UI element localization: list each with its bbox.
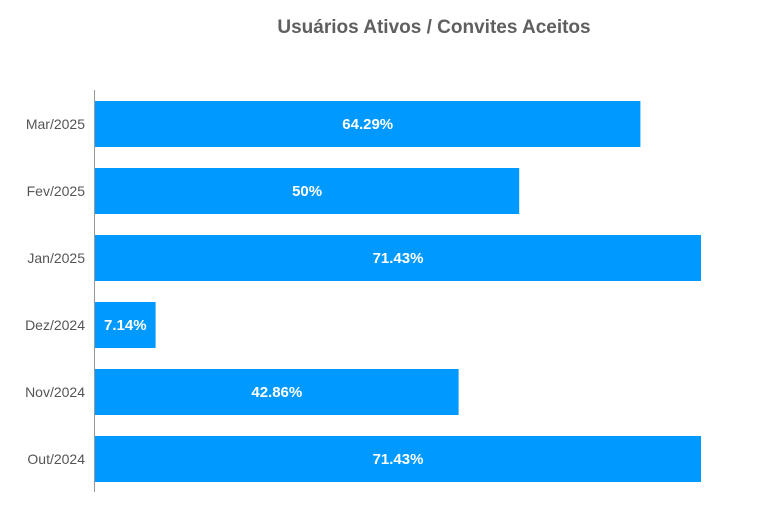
bar-mar-2025[interactable] — [95, 101, 641, 147]
category-label: Dez/2024 — [25, 317, 85, 333]
category-label: Nov/2024 — [25, 384, 85, 400]
bar-nov-2024[interactable] — [95, 369, 459, 415]
bar-jan-2025[interactable] — [95, 235, 701, 281]
category-label: Fev/2025 — [27, 183, 86, 199]
category-label: Jan/2025 — [27, 250, 85, 266]
bar-data-label: 64.29% — [342, 116, 393, 133]
category-label: Out/2024 — [27, 451, 85, 467]
bar-out-2024[interactable] — [95, 436, 701, 482]
bars-group: Mar/2025 64.29% Fev/2025 50% Jan/2025 71.43% D… — [25, 101, 701, 482]
bar-data-label: 71.43% — [373, 451, 424, 468]
bar-data-label: 42.86% — [251, 384, 302, 401]
bar-data-label: 50% — [292, 183, 322, 200]
bar-fev-2025[interactable] — [95, 168, 520, 214]
bar-dez-2024[interactable] — [95, 302, 156, 348]
category-label: Mar/2025 — [26, 116, 85, 132]
bar-data-label: 7.14% — [104, 317, 147, 334]
chart-title: Usuários Ativos / Convites Aceitos — [277, 17, 591, 38]
bar-data-label: 71.43% — [373, 250, 424, 267]
